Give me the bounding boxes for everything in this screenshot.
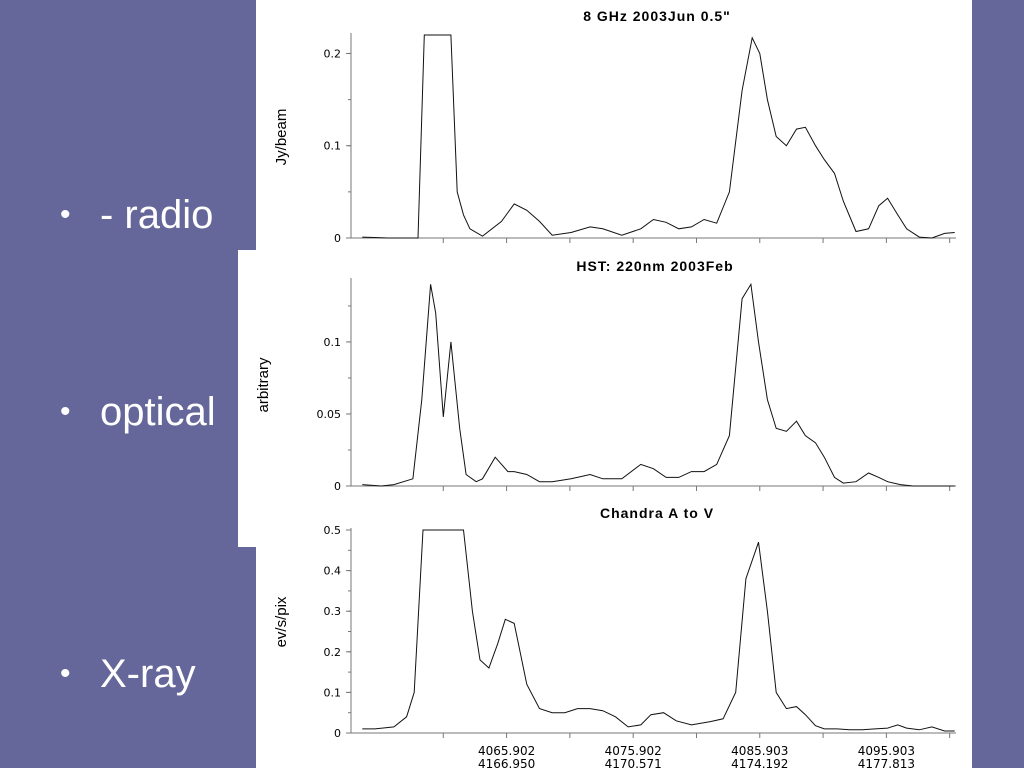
y-tick-label: 0.05 [317,408,342,421]
bullet-list: • - radio • optical • X-ray [0,0,240,768]
y-tick-label: 0.2 [324,47,342,60]
bullet-radio: • - radio [60,195,213,235]
optical-chart-svg: HST: 220nm 2003Feb arbitrary 0 0.05 0.1 [255,258,956,493]
bullet-marker: • [60,395,71,428]
y-tick-label: 0.1 [324,686,342,699]
y-axis-label: Jy/beam [273,109,290,166]
xray-chart-svg: Chandra A to V ev/s/pix 0 0.1 0.2 0.3 0.4 0.5… [273,505,956,768]
x-tick-label: 4095.903 [858,744,915,758]
x-tick-label: 4075.902 [605,744,662,758]
bullet-text: optical [100,390,216,434]
y-tick-label: 0.1 [324,140,342,153]
bullet-marker: • [60,198,71,231]
chart-title: HST: 220nm 2003Feb [576,258,733,274]
spectrum-line [362,282,955,487]
bullet-xray: • X-ray [60,654,196,694]
y-tick-label: 0.1 [324,336,342,349]
radio-spectrum-chart: 8 GHz 2003Jun 0.5" Jy/beam 0 0.1 0.2 [256,0,972,250]
y-tick-label: 0.3 [324,605,342,618]
x-tick-label-secondary: 4177.813 [858,757,915,768]
x-tick-label-secondary: 4170.571 [605,757,662,768]
x-tick-label-secondary: 4166.950 [478,757,535,768]
radio-chart-svg: 8 GHz 2003Jun 0.5" Jy/beam 0 0.1 0.2 [273,8,956,245]
bullet-text: - radio [100,193,214,237]
bullet-text: X-ray [100,652,196,696]
x-tick-label-secondary: 4174.192 [731,757,788,768]
x-tick-label: 4065.902 [478,744,535,758]
y-tick-label: 0 [334,480,341,493]
bullet-optical: • optical [60,392,216,432]
y-axis-label: ev/s/pix [273,596,290,647]
chart-title: Chandra A to V [600,505,714,521]
bullet-marker: • [60,657,71,690]
y-axis-label: arbitrary [255,357,272,413]
y-tick-label: 0.4 [324,565,342,578]
xray-spectrum-chart: Chandra A to V ev/s/pix 0 0.1 0.2 0.3 0.4 0.5… [256,497,972,768]
spectrum-line [362,34,955,239]
x-tick-label: 4085.903 [731,744,788,758]
chart-title: 8 GHz 2003Jun 0.5" [583,8,731,24]
y-tick-label: 0 [334,727,341,740]
y-tick-label: 0.2 [324,646,342,659]
y-tick-label: 0.5 [324,524,342,537]
y-tick-label: 0 [334,232,341,245]
spectrum-line [362,529,955,732]
